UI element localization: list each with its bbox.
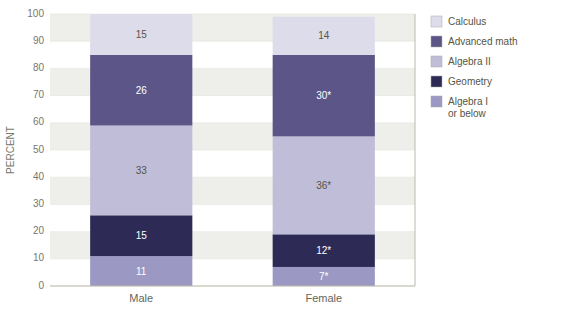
bar-segment	[273, 136, 375, 234]
legend-swatch	[431, 36, 442, 47]
y-tick-label: 0	[38, 280, 44, 291]
legend-label: Calculus	[448, 16, 486, 27]
legend-swatch	[431, 76, 442, 87]
bar-segment	[90, 14, 192, 55]
bar-segment	[273, 17, 375, 55]
data-label: 11	[136, 266, 147, 277]
y-tick-label: 70	[33, 89, 45, 100]
grid-line	[50, 286, 415, 287]
grid	[50, 14, 415, 286]
y-tick-label: 60	[33, 116, 45, 127]
x-axis: Male Female	[129, 292, 342, 304]
bar-segment	[90, 55, 192, 126]
bar-segment	[273, 234, 375, 267]
legend-label: Advanced math	[448, 36, 518, 47]
bar-segment	[90, 256, 192, 286]
bar-segment	[90, 215, 192, 256]
y-tick-label: 20	[33, 225, 45, 236]
legend-swatch	[431, 16, 442, 27]
bar-segment	[273, 55, 375, 137]
legend-label: Algebra II	[448, 56, 491, 67]
data-label: 15	[136, 230, 148, 241]
data-label: 30*	[316, 90, 331, 101]
x-axis-line	[50, 286, 415, 287]
data-label: 7*	[319, 271, 329, 282]
legend-label-line: Geometry	[448, 76, 492, 87]
legend-label-line: Algebra II	[448, 56, 491, 67]
bars	[90, 14, 375, 286]
data-label: 12*	[316, 245, 331, 256]
y-axis-label: PERCENT	[5, 126, 16, 174]
legend-label-line: Algebra I	[448, 96, 488, 107]
y-tick-label: 100	[27, 8, 44, 19]
y-tick-label: 80	[33, 62, 45, 73]
bar-segment	[90, 126, 192, 216]
y-tick-label: 30	[33, 198, 45, 209]
legend-swatch	[431, 56, 442, 67]
y-tick-label: 50	[33, 144, 45, 155]
legend-label-line: or below	[448, 108, 487, 119]
chart: 0 10 20 30 40 50 60 70 80 90 100 PERCENT Male Female 1…	[0, 0, 564, 315]
y-tick-label: 90	[33, 35, 45, 46]
data-label: 15	[136, 29, 148, 40]
data-label: 33	[136, 165, 148, 176]
x-tick-label: Female	[305, 292, 342, 304]
x-tick-label: Male	[129, 292, 153, 304]
plot-border	[415, 14, 416, 286]
legend-label: Algebra Ior below	[448, 96, 488, 119]
data-label: 26	[136, 85, 148, 96]
legend-label: Geometry	[448, 76, 492, 87]
bar-segment	[273, 267, 375, 286]
y-axis: 0 10 20 30 40 50 60 70 80 90 100 PERCENT	[5, 8, 44, 291]
legend-label-line: Calculus	[448, 16, 486, 27]
data-label: 36*	[316, 180, 331, 191]
y-tick-label: 10	[33, 252, 45, 263]
data-labels: 11 7* 15 12* 33 36* 26 30* 15 14	[136, 29, 332, 282]
legend: Calculus Advanced math Algebra II Geometry A…	[431, 16, 518, 119]
y-tick-label: 40	[33, 171, 45, 182]
legend-label-line: Advanced math	[448, 36, 518, 47]
legend-swatch	[431, 96, 442, 107]
data-label: 14	[318, 30, 330, 41]
